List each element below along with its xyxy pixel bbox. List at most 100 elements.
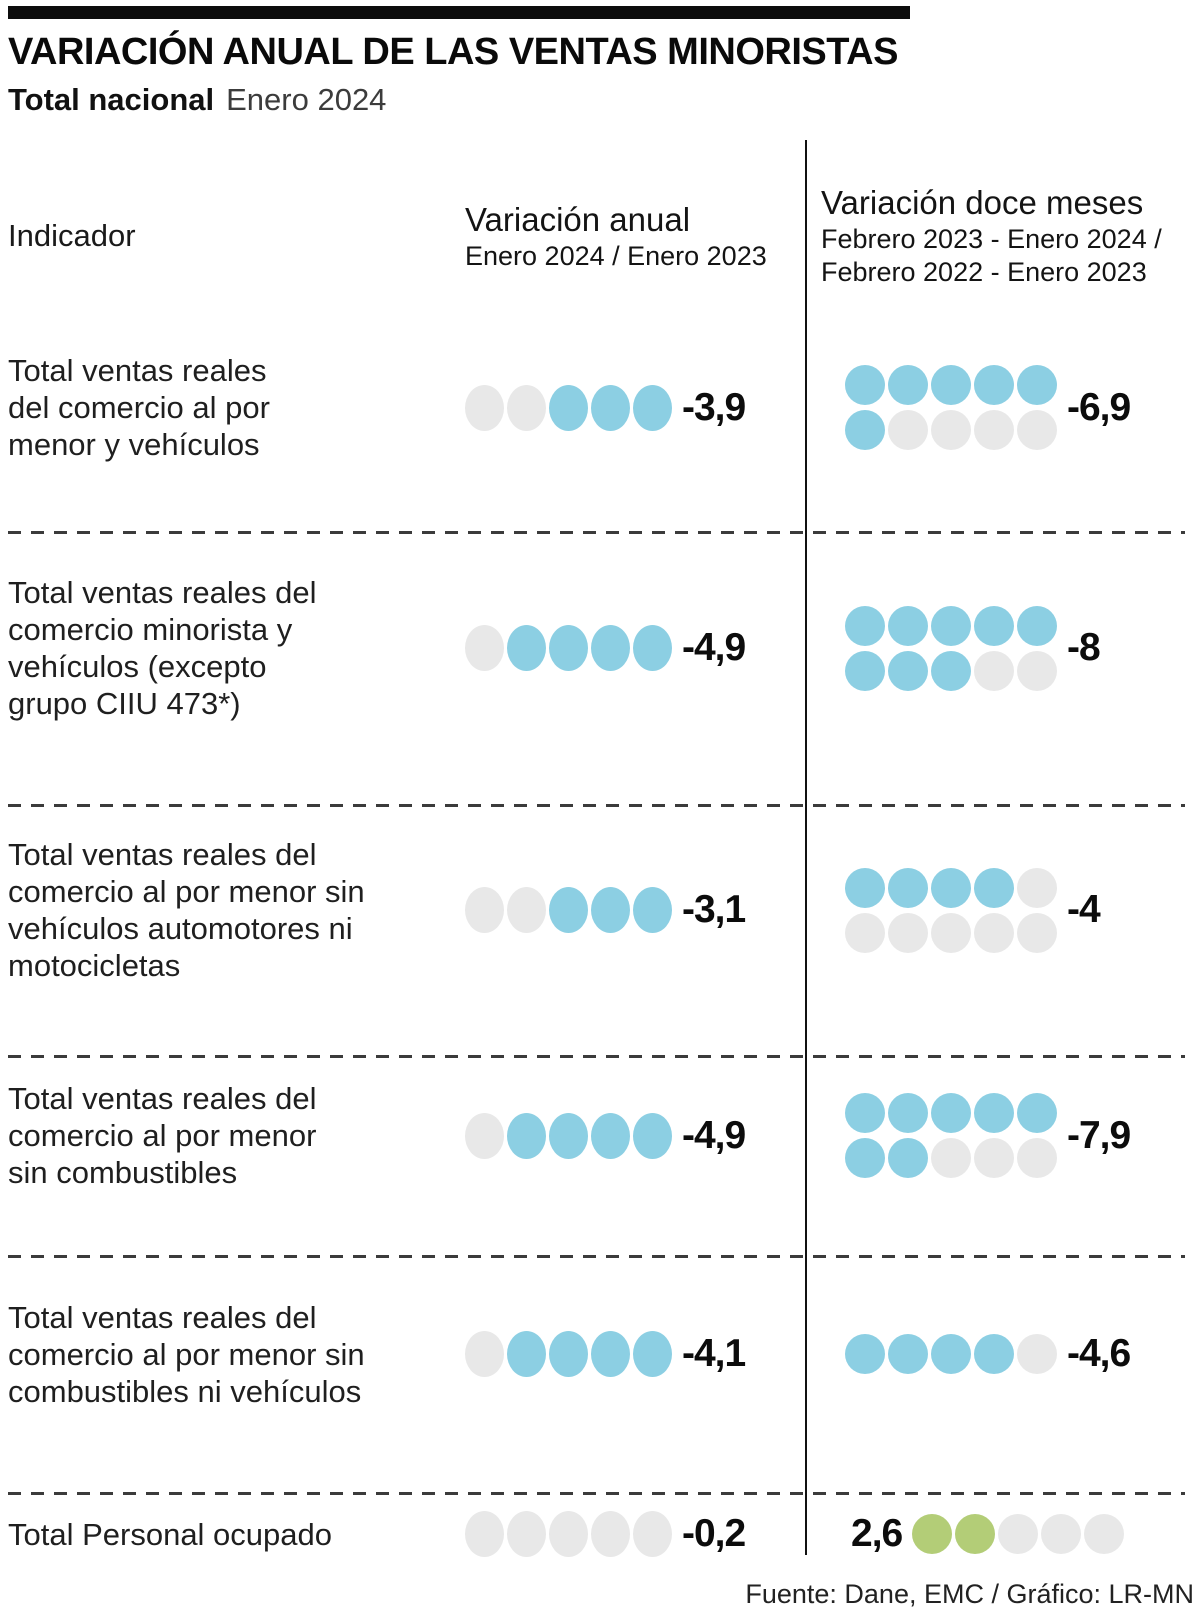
blue-dot-icon — [549, 1331, 588, 1377]
gray-dot-icon — [974, 1138, 1014, 1178]
twelve-month-variation-period-line2: Febrero 2022 - Enero 2023 — [821, 257, 1147, 287]
blue-dot-icon — [591, 1112, 630, 1159]
column-divider-line — [805, 140, 807, 1555]
blue-dot-icon — [591, 1331, 630, 1377]
blue-dot-icon — [888, 1093, 928, 1133]
blue-dot-icon — [507, 1331, 546, 1377]
source-credit: Fuente: Dane, EMC / Gráfico: LR-MN — [745, 1579, 1194, 1607]
blue-dot-icon — [845, 1093, 885, 1133]
blue-dot-icon — [549, 1112, 588, 1159]
column-headers: Indicador Variación anual Enero 2024 / E… — [0, 146, 1200, 326]
indicator-label: Total ventas reales del comercio al por … — [8, 1299, 365, 1409]
gray-dot-icon — [931, 1138, 971, 1178]
annual-value: -4,1 — [682, 1332, 746, 1375]
gray-dot-icon — [465, 1511, 504, 1557]
blue-dot-icon — [1017, 1093, 1057, 1133]
twelve-month-value: -7,9 — [1067, 1113, 1131, 1157]
blue-dot-icon — [1017, 365, 1057, 405]
gray-dot-icon — [465, 1112, 504, 1159]
twelve-month-variation-cell: -4 — [807, 867, 1200, 953]
indicator-label: Total ventas reales del comercio al por … — [8, 353, 270, 462]
blue-dot-icon — [888, 605, 928, 646]
twelve-month-dot-chart — [845, 867, 1057, 953]
gray-dot-icon — [633, 1511, 672, 1557]
twelve-month-value: 2,6 — [851, 1512, 903, 1555]
annual-variation-cell: -3,1 — [457, 887, 807, 933]
gray-dot-icon — [465, 1331, 504, 1377]
blue-dot-icon — [888, 867, 928, 908]
blue-dot-icon — [888, 365, 928, 405]
green-dot-icon — [955, 1514, 996, 1554]
annual-variation-cell: -4,1 — [457, 1331, 807, 1377]
twelve-month-value: -4 — [1067, 888, 1101, 931]
blue-dot-icon — [633, 625, 672, 671]
blue-dot-icon — [845, 1138, 885, 1178]
gray-dot-icon — [465, 384, 504, 431]
gray-dot-icon — [465, 625, 504, 671]
twelve-month-variation-cell: -7,9 — [807, 1093, 1200, 1178]
twelve-month-dot-chart — [845, 365, 1057, 450]
blue-dot-icon — [888, 1334, 928, 1374]
annual-dot-chart — [465, 625, 672, 671]
twelve-month-variation-cell: 2,6 — [807, 1512, 1200, 1556]
gray-dot-icon — [549, 1511, 588, 1557]
blue-dot-icon — [633, 1112, 672, 1159]
indicator-label: Total ventas reales del comercio al por … — [8, 1081, 317, 1190]
blue-dot-icon — [974, 605, 1014, 646]
blue-dot-icon — [931, 650, 971, 691]
blue-dot-icon — [974, 365, 1014, 405]
blue-dot-icon — [507, 625, 546, 671]
blue-dot-icon — [845, 867, 885, 908]
twelve-month-dot-chart — [845, 1334, 1057, 1374]
twelve-month-variation-title: Variación doce meses — [821, 184, 1144, 221]
table-row: Total ventas reales del comercio al por … — [0, 326, 1200, 534]
annual-value: -3,9 — [682, 385, 746, 429]
column-header-annual-variation: Variación anual Enero 2024 / Enero 2023 — [457, 200, 807, 273]
annual-value: -4,9 — [682, 626, 746, 669]
gray-dot-icon — [974, 650, 1014, 691]
gray-dot-icon — [931, 410, 971, 450]
twelve-month-variation-cell: -6,9 — [807, 365, 1200, 450]
gray-dot-icon — [591, 1511, 630, 1557]
blue-dot-icon — [549, 887, 588, 933]
table-row: Total Personal ocupado -0,2 2,6 — [0, 1495, 1200, 1573]
annual-variation-cell: -0,2 — [457, 1511, 807, 1557]
gray-dot-icon — [931, 912, 971, 953]
gray-dot-icon — [888, 912, 928, 953]
gray-dot-icon — [1017, 1138, 1057, 1178]
blue-dot-icon — [931, 1334, 971, 1374]
twelve-month-value: -8 — [1067, 626, 1101, 669]
footer: Fuente: Dane, EMC / Gráfico: LR-MN — [0, 1573, 1200, 1607]
blue-dot-icon — [549, 384, 588, 431]
blue-dot-icon — [931, 605, 971, 646]
blue-dot-icon — [633, 887, 672, 933]
twelve-month-dot-chart — [912, 1514, 1125, 1554]
gray-dot-icon — [465, 887, 504, 933]
green-dot-icon — [912, 1514, 953, 1554]
annual-dot-chart — [465, 384, 672, 431]
table-row: Total ventas reales del comercio al por … — [0, 1258, 1200, 1495]
gray-dot-icon — [507, 1511, 546, 1557]
gray-dot-icon — [974, 410, 1014, 450]
twelve-month-variation-period-line1: Febrero 2023 - Enero 2024 / — [821, 224, 1162, 254]
blue-dot-icon — [507, 1112, 546, 1159]
column-header-indicator: Indicador — [8, 218, 136, 253]
annual-dot-chart — [465, 1112, 672, 1159]
blue-dot-icon — [591, 384, 630, 431]
blue-dot-icon — [931, 365, 971, 405]
gray-dot-icon — [1017, 867, 1057, 908]
table-row: Total ventas reales del comercio minoris… — [0, 534, 1200, 807]
header: VARIACIÓN ANUAL DE LAS VENTAS MINORISTAS… — [0, 6, 1200, 146]
blue-dot-icon — [974, 867, 1014, 908]
gray-dot-icon — [1041, 1514, 1082, 1554]
annual-dot-chart — [465, 1511, 672, 1557]
annual-dot-chart — [465, 1331, 672, 1377]
table-row: Total ventas reales del comercio al por … — [0, 1058, 1200, 1258]
annual-value: -3,1 — [682, 888, 746, 931]
blue-dot-icon — [974, 1334, 1014, 1374]
blue-dot-icon — [591, 625, 630, 671]
annual-variation-period: Enero 2024 / Enero 2023 — [465, 240, 767, 271]
gray-dot-icon — [1017, 912, 1057, 953]
page-title: VARIACIÓN ANUAL DE LAS VENTAS MINORISTAS — [8, 31, 898, 73]
